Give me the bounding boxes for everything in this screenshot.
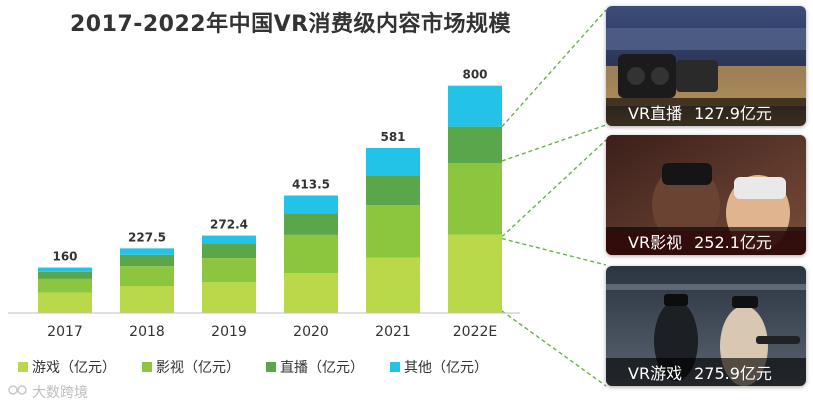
callout-caption: VR游戏 275.9亿元	[606, 358, 806, 386]
callout-name: VR影视	[628, 233, 683, 252]
watermark: 大数跨境	[8, 382, 88, 402]
bar-segment-游戏（亿元）-2020	[284, 273, 338, 313]
callout-vr-game: VR游戏 275.9亿元	[606, 266, 806, 386]
bar-segment-游戏（亿元）-2018	[120, 286, 174, 313]
x-tick-label: 2017	[47, 324, 83, 340]
watermark-logo-icon	[8, 383, 28, 401]
legend-label: 游戏（亿元）	[32, 360, 116, 376]
callout-connector-line	[501, 124, 607, 162]
total-label: 160	[52, 250, 77, 264]
callout-caption: VR直播 127.9亿元	[606, 98, 806, 126]
callout-connector-line	[501, 310, 607, 387]
watermark-text: 大数跨境	[32, 385, 88, 401]
legend-label: 影视（亿元）	[156, 360, 240, 376]
chart-legend: 游戏（亿元） 影视（亿元） 直播（亿元） 其他（亿元）	[18, 357, 488, 377]
callout-name: VR游戏	[628, 364, 683, 383]
callout-connector-line	[501, 237, 607, 266]
callout-connectors	[501, 9, 607, 387]
legend-swatch	[18, 362, 28, 372]
x-tick-label: 2021	[375, 324, 411, 340]
legend-swatch	[266, 362, 276, 372]
x-tick-label: 2018	[129, 324, 165, 340]
chart-bars	[38, 85, 502, 313]
callout-vr-live: VR直播 127.9亿元	[606, 6, 806, 126]
bar-segment-其他（亿元）-2018	[120, 248, 174, 255]
total-label: 227.5	[128, 230, 166, 244]
bar-segment-直播（亿元）-2020	[284, 213, 338, 235]
callout-vr-film: VR影视 252.1亿元	[606, 135, 806, 255]
callout-value: 252.1亿元	[694, 233, 772, 252]
bar-segment-其他（亿元）-2020	[284, 195, 338, 214]
bar-segment-影视（亿元）-2020	[284, 234, 338, 274]
callout-value: 275.9亿元	[694, 364, 772, 383]
legend-label: 直播（亿元）	[280, 360, 364, 376]
total-label: 581	[380, 130, 405, 144]
bar-segment-其他（亿元）-2017	[38, 267, 92, 272]
bar-segment-游戏（亿元）-2022E	[448, 234, 502, 313]
bar-segment-影视（亿元）-2022E	[448, 162, 502, 235]
bar-segment-影视（亿元）-2019	[202, 258, 256, 283]
bar-segment-直播（亿元）-2019	[202, 243, 256, 259]
legend-item-film: 影视（亿元）	[142, 357, 240, 377]
legend-swatch	[142, 362, 152, 372]
bar-segment-影视（亿元）-2021	[366, 205, 420, 258]
callout-connector-line	[501, 9, 607, 128]
bar-segment-直播（亿元）-2022E	[448, 126, 502, 163]
bar-segment-其他（亿元）-2022E	[448, 85, 502, 127]
legend-label: 其他（亿元）	[404, 360, 488, 376]
total-label: 413.5	[292, 178, 330, 192]
bar-segment-直播（亿元）-2021	[366, 175, 420, 206]
bar-segment-游戏（亿元）-2021	[366, 257, 420, 313]
bar-segment-直播（亿元）-2018	[120, 254, 174, 267]
callout-connector-line	[501, 139, 607, 238]
callout-value: 127.9亿元	[694, 104, 772, 123]
bar-segment-其他（亿元）-2019	[202, 235, 256, 244]
bar-segment-其他（亿元）-2021	[366, 147, 420, 176]
legend-item-other: 其他（亿元）	[390, 357, 488, 377]
chart-labels: 160 2017 227.5 2018 272.4 2019 413.5 2020 581 202…	[8, 68, 520, 340]
legend-swatch	[390, 362, 400, 372]
callout-caption: VR影视 252.1亿元	[606, 227, 806, 255]
bar-segment-影视（亿元）-2018	[120, 266, 174, 287]
chart-title: 2017-2022年中国VR消费级内容市场规模	[70, 12, 512, 37]
x-tick-label: 2019	[211, 324, 247, 340]
total-label: 272.4	[210, 218, 248, 232]
callout-name: VR直播	[628, 104, 683, 123]
legend-item-game: 游戏（亿元）	[18, 357, 116, 377]
bar-segment-游戏（亿元）-2017	[38, 292, 92, 313]
bar-segment-影视（亿元）-2017	[38, 278, 92, 293]
x-tick-label: 2020	[293, 324, 329, 340]
x-tick-label: 2022E	[453, 324, 497, 340]
bar-segment-直播（亿元）-2017	[38, 271, 92, 279]
legend-item-live: 直播（亿元）	[266, 357, 364, 377]
total-label: 800	[462, 68, 487, 82]
bar-segment-游戏（亿元）-2019	[202, 282, 256, 313]
